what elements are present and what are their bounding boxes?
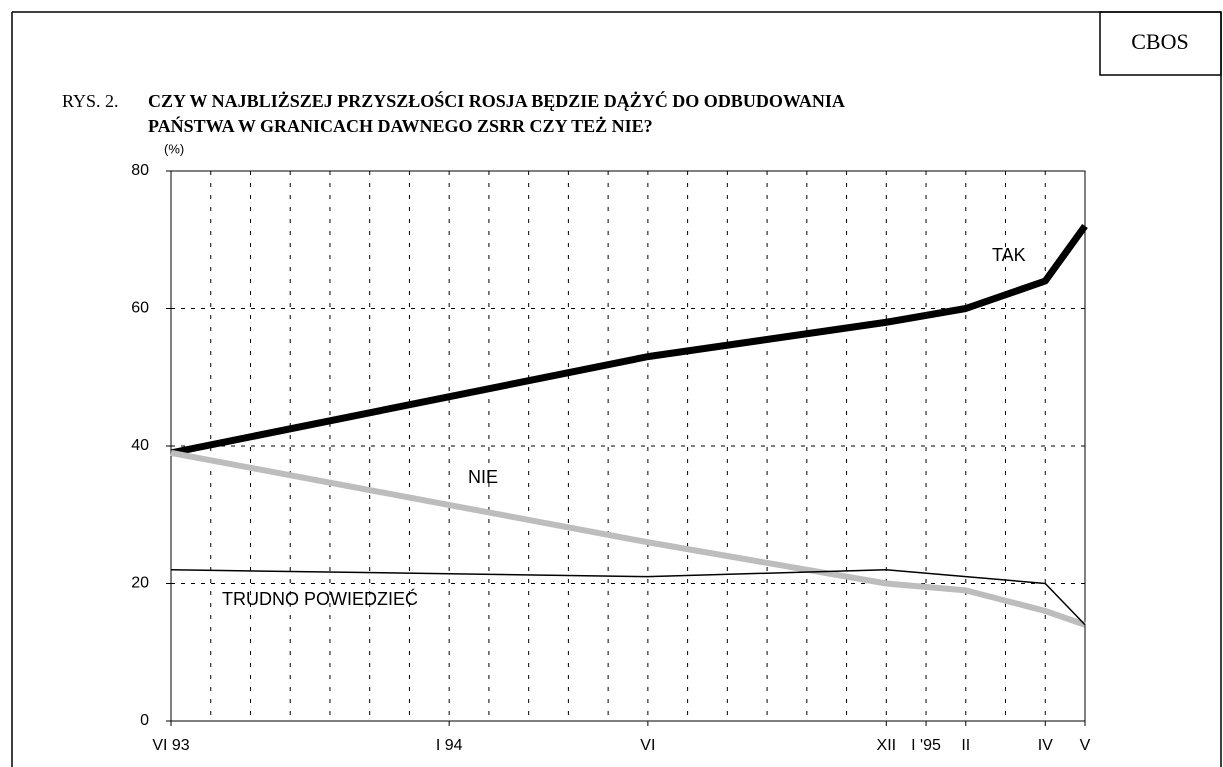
x-tick-label: XII [877, 737, 897, 754]
y-tick-label: 40 [131, 437, 149, 454]
x-tick-label: I 94 [436, 737, 463, 754]
figure-label: RYS. 2. [62, 91, 119, 111]
series-label: NIE [468, 467, 498, 487]
x-tick-label: VI [640, 737, 655, 754]
y-tick-label: 0 [140, 712, 149, 729]
x-tick-label: V [1080, 737, 1091, 754]
x-tick-label: VI 93 [152, 737, 189, 754]
chart-title: PAŃSTWA W GRANICACH DAWNEGO ZSRR CZY TEŻ… [148, 115, 653, 136]
x-tick-label: I '95 [911, 737, 941, 754]
source-box [1099, 11, 1222, 76]
series-line [170, 223, 1088, 457]
x-tick-label: II [961, 737, 970, 754]
y-unit: (%) [164, 141, 184, 156]
y-tick-label: 20 [131, 575, 149, 592]
chart-title: CZY W NAJBLIŻSZEJ PRZYSZŁOŚCI ROSJA BĘDZ… [148, 90, 845, 111]
series-line [170, 449, 1086, 628]
series-label: TRUDNO POWIEDZIEĆ [222, 588, 418, 609]
series-label: TAK [992, 245, 1026, 265]
x-tick-label: IV [1038, 737, 1053, 754]
series-line [170, 569, 1086, 626]
plot-frame [170, 170, 1086, 722]
y-tick-label: 60 [131, 300, 149, 317]
source: CBOS [1131, 29, 1188, 54]
y-tick-label: 80 [131, 162, 149, 179]
